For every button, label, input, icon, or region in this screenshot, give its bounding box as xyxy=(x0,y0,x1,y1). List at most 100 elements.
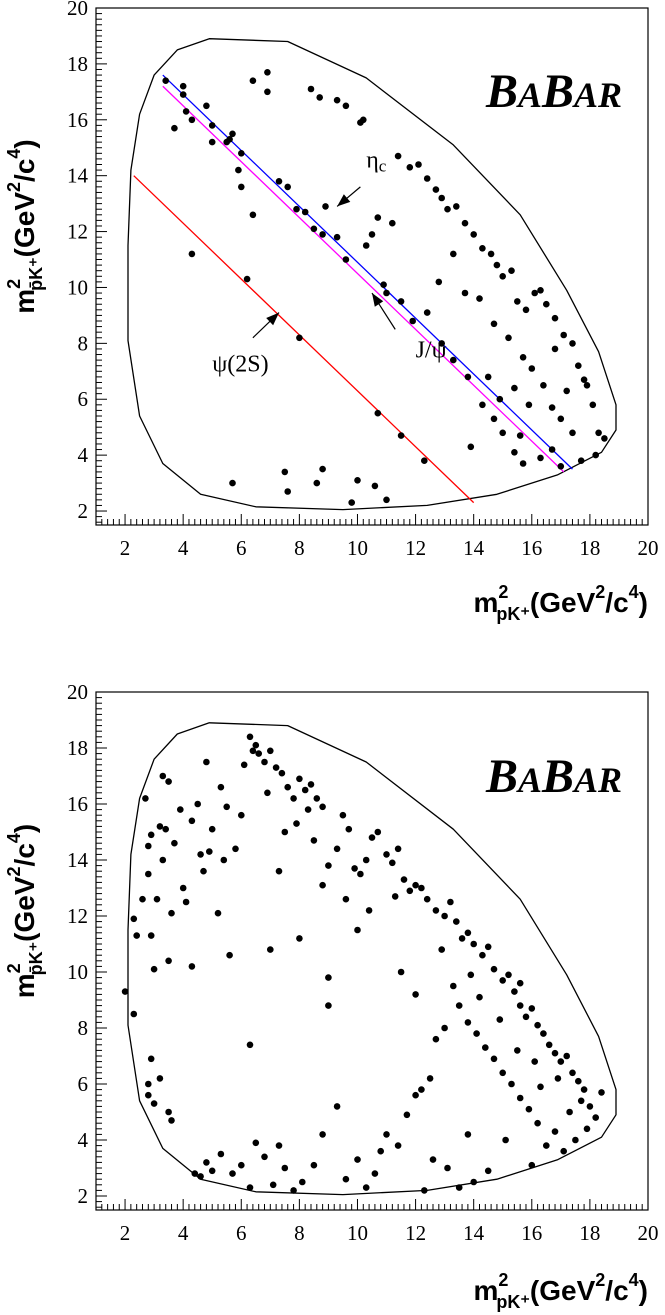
event-point xyxy=(461,219,469,227)
event-point xyxy=(342,256,350,263)
event-point xyxy=(418,884,425,892)
annotation-arrow-head xyxy=(337,194,351,207)
event-point xyxy=(232,845,239,853)
x-tick-label: 8 xyxy=(294,1221,305,1245)
event-point xyxy=(278,769,286,777)
event-point xyxy=(450,356,457,364)
event-point xyxy=(319,1131,326,1138)
x-tick-label: 14 xyxy=(463,1221,485,1245)
event-point xyxy=(569,429,576,437)
x-axis-title: m2 pK⁺(GeV2/c4) xyxy=(474,1270,649,1312)
event-point xyxy=(435,278,443,286)
event-point xyxy=(490,965,498,973)
event-point xyxy=(133,932,140,939)
event-point xyxy=(188,250,196,258)
event-point xyxy=(516,432,524,439)
event-point xyxy=(333,233,341,241)
event-point xyxy=(490,1055,498,1063)
event-point xyxy=(557,463,565,470)
resonance-band-3 xyxy=(133,175,475,504)
event-point xyxy=(540,382,547,389)
event-point xyxy=(499,977,507,984)
event-point xyxy=(357,870,364,878)
event-point xyxy=(159,772,167,780)
event-point xyxy=(200,867,207,875)
event-point xyxy=(543,1142,550,1149)
event-point xyxy=(275,1142,283,1149)
event-point xyxy=(484,373,492,381)
y-tick-label: 20 xyxy=(67,680,88,704)
event-point xyxy=(394,152,402,160)
resonance-band-2 xyxy=(162,85,565,473)
y-tick-label: 10 xyxy=(67,275,88,299)
event-point xyxy=(560,331,567,339)
event-point xyxy=(383,851,390,858)
event-point xyxy=(519,460,527,467)
y-axis-title: m2 p̄K⁺(GeV2/c4) xyxy=(4,139,46,314)
event-point xyxy=(389,219,396,227)
event-point xyxy=(290,1187,297,1194)
event-point xyxy=(563,387,570,395)
x-tick-label: 18 xyxy=(579,1221,600,1245)
event-point xyxy=(374,409,382,417)
event-point xyxy=(418,1086,425,1093)
event-point xyxy=(545,1041,553,1049)
y-tick-label: 16 xyxy=(67,792,88,816)
event-point xyxy=(252,741,260,749)
event-point xyxy=(362,242,370,249)
event-point xyxy=(269,1181,277,1189)
event-point xyxy=(203,1159,210,1166)
event-point xyxy=(438,946,446,953)
event-point xyxy=(322,203,329,210)
event-point xyxy=(595,429,602,437)
event-point xyxy=(450,250,457,258)
x-tick-label: 4 xyxy=(178,1221,189,1245)
y-tick-label: 14 xyxy=(67,164,89,188)
event-point xyxy=(281,828,289,836)
x-tick-label: 18 xyxy=(579,536,600,560)
event-point xyxy=(246,1041,254,1049)
event-point xyxy=(319,465,326,473)
x-tick-label: 6 xyxy=(236,536,247,560)
event-point xyxy=(476,295,483,302)
event-point xyxy=(409,317,417,325)
event-point xyxy=(429,1156,437,1163)
event-point xyxy=(453,203,460,210)
y-axis-title-group: m2 p̄K⁺(GeV2/c4) xyxy=(4,139,46,314)
event-point xyxy=(557,415,565,423)
event-point xyxy=(182,108,190,115)
x-tick-label: 6 xyxy=(236,1221,247,1245)
event-point xyxy=(534,1119,541,1127)
event-point xyxy=(348,499,356,506)
y-tick-label: 4 xyxy=(78,443,89,467)
event-point xyxy=(214,909,222,917)
event-point xyxy=(275,867,283,875)
x-tick-label: 16 xyxy=(521,1221,542,1245)
event-point xyxy=(394,1142,402,1149)
event-point xyxy=(499,273,507,280)
event-point xyxy=(296,334,303,342)
babar-logo: BABAR xyxy=(485,750,622,803)
event-point xyxy=(165,1108,172,1116)
event-point xyxy=(406,164,414,171)
event-point xyxy=(229,130,236,138)
x-tick-label: 4 xyxy=(178,536,189,560)
event-point xyxy=(197,1173,204,1180)
event-point xyxy=(551,345,559,353)
event-point xyxy=(319,231,326,238)
event-point xyxy=(208,122,216,129)
event-point xyxy=(575,1077,582,1085)
event-point xyxy=(537,454,544,462)
event-point xyxy=(319,881,326,889)
event-point xyxy=(188,963,196,970)
y-tick-label: 10 xyxy=(67,960,88,984)
event-point xyxy=(432,186,440,193)
event-point xyxy=(229,479,236,487)
event-point xyxy=(267,946,274,953)
event-point xyxy=(592,451,599,459)
event-point xyxy=(432,1035,440,1043)
plot-frame xyxy=(95,691,649,1211)
event-point xyxy=(464,373,472,381)
event-point xyxy=(441,1024,448,1032)
event-point xyxy=(583,382,591,389)
